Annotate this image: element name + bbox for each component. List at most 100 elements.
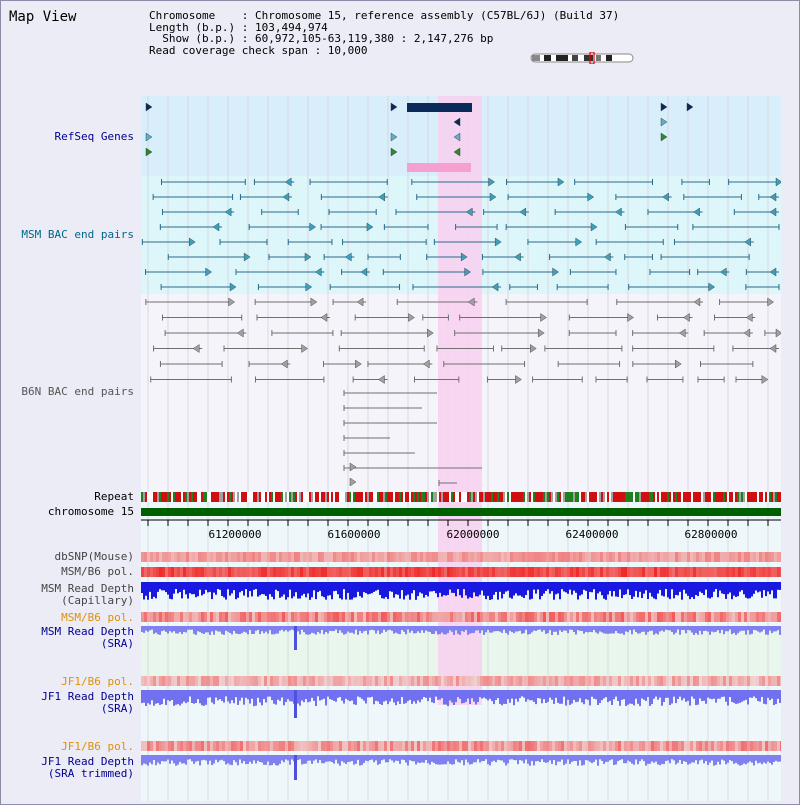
- depth-bar: [455, 626, 457, 631]
- heatmap-cell: [501, 567, 504, 577]
- depth-bar: [211, 582, 213, 600]
- depth-bar: [279, 582, 281, 598]
- heatmap-cell: [219, 676, 222, 686]
- heatmap-cell: [318, 676, 321, 686]
- repeat-track[interactable]: [141, 492, 781, 502]
- depth-bar: [329, 690, 331, 700]
- track-label-msm-b6-pol-2[interactable]: MSM/B6 pol.: [61, 611, 134, 624]
- track-label-msm-depth-cap[interactable]: MSM Read Depth (Capillary): [0, 583, 134, 607]
- heatmap-cell: [174, 741, 177, 751]
- heatmap-cell: [153, 741, 156, 751]
- track-label-chromosome[interactable]: chromosome 15: [47, 505, 134, 518]
- heatmap-cell: [225, 567, 228, 577]
- heatmap-cell: [759, 552, 762, 562]
- heatmap-cell: [666, 676, 669, 686]
- bac-end-marker: [282, 192, 290, 202]
- heatmap-cell: [720, 552, 723, 562]
- heatmap-cell: [186, 612, 189, 622]
- depth-bar: [389, 755, 391, 760]
- heatmap-cell: [735, 552, 738, 562]
- msm-bac-track[interactable]: [141, 177, 781, 292]
- repeat-segment: [463, 492, 465, 502]
- heatmap-cell: [249, 567, 252, 577]
- heatmap-cell: [777, 552, 780, 562]
- repeat-segment: [307, 492, 309, 502]
- heatmap-cell: [717, 552, 720, 562]
- genome-browser-panel[interactable]: 61200000 61600000 62000000 62400000 62800000: [141, 96, 781, 801]
- heatmap-cell: [621, 741, 624, 751]
- track-label-msm-bac[interactable]: MSM BAC end pairs: [21, 228, 134, 241]
- track-label-refseq[interactable]: RefSeq Genes: [54, 130, 134, 143]
- repeat-segment: [693, 492, 695, 502]
- heatmap-cell: [714, 676, 717, 686]
- depth-bar: [361, 690, 363, 699]
- heatmap-cell: [438, 612, 441, 622]
- track-label-repeat[interactable]: Repeat: [94, 490, 134, 503]
- depth-bar: [775, 755, 777, 761]
- track-label-jf1-b6-pol-2[interactable]: JF1/B6 pol.: [61, 740, 134, 753]
- heatmap-cell: [432, 612, 435, 622]
- depth-bar: [371, 755, 373, 760]
- depth-bar: [605, 626, 607, 634]
- depth-bar: [775, 690, 777, 705]
- heatmap-cell: [417, 612, 420, 622]
- chromosome-bar[interactable]: [141, 508, 781, 516]
- depth-bar: [379, 755, 381, 764]
- depth-bar: [763, 626, 765, 630]
- repeat-segment: [511, 492, 513, 502]
- depth-bar: [219, 755, 221, 761]
- track-label-b6n-bac[interactable]: B6N BAC end pairs: [21, 385, 134, 398]
- heatmap-cell: [564, 552, 567, 562]
- heatmap-cell: [402, 676, 405, 686]
- label-line: (Capillary): [61, 594, 134, 607]
- depth-bar: [229, 690, 231, 704]
- read-depth-tracks[interactable]: [141, 582, 781, 780]
- heatmap-cell: [507, 567, 510, 577]
- repeat-segment: [613, 492, 615, 502]
- bac-end-marker: [761, 375, 769, 384]
- chromosome-ideogram[interactable]: [530, 52, 634, 64]
- heatmap-cell: [525, 741, 528, 751]
- depth-bar: [533, 626, 535, 631]
- heatmap-cell: [663, 612, 666, 622]
- depth-bar: [485, 690, 487, 699]
- b6n-bac-track[interactable]: [145, 297, 781, 487]
- bac-end-marker: [355, 359, 362, 369]
- heatmap-cell: [474, 741, 477, 751]
- refseq-genes-track[interactable]: [145, 102, 694, 172]
- depth-bar: [655, 582, 657, 600]
- heatmap-cell: [147, 612, 150, 622]
- depth-bar: [721, 582, 723, 594]
- heatmap-cell: [777, 612, 780, 622]
- track-label-msm-b6-pol-1[interactable]: MSM/B6 pol.: [61, 565, 134, 578]
- depth-bar: [241, 626, 243, 634]
- heatmap-cell: [510, 676, 513, 686]
- track-label-jf1-depth-trim[interactable]: JF1 Read Depth (SRA trimmed): [0, 756, 134, 780]
- depth-bar: [693, 755, 695, 763]
- heatmap-cell: [687, 612, 690, 622]
- depth-bar: [579, 690, 581, 699]
- depth-bar: [517, 755, 519, 765]
- depth-bar: [247, 582, 249, 598]
- track-label-msm-depth-sra[interactable]: MSM Read Depth (SRA): [0, 626, 134, 650]
- heatmap-cell: [402, 612, 405, 622]
- depth-bar: [281, 690, 283, 698]
- repeat-segment: [727, 492, 729, 502]
- depth-bar: [423, 755, 425, 763]
- depth-bar: [617, 690, 619, 701]
- track-label-jf1-depth-sra[interactable]: JF1 Read Depth (SRA): [0, 691, 134, 715]
- heatmap-cell: [210, 552, 213, 562]
- heatmap-cell: [531, 552, 534, 562]
- heatmap-cell: [669, 612, 672, 622]
- track-label-jf1-b6-pol-1[interactable]: JF1/B6 pol.: [61, 675, 134, 688]
- heatmap-tracks[interactable]: [141, 552, 781, 751]
- depth-bar: [405, 626, 407, 635]
- depth-bar: [395, 755, 397, 761]
- track-label-dbsnp[interactable]: dbSNP(Mouse): [54, 550, 134, 563]
- depth-bar: [729, 755, 731, 761]
- heatmap-cell: [459, 552, 462, 562]
- heatmap-cell: [468, 612, 471, 622]
- heatmap-cell: [303, 612, 306, 622]
- gene-marker: [390, 132, 398, 142]
- depth-bar: [671, 690, 673, 704]
